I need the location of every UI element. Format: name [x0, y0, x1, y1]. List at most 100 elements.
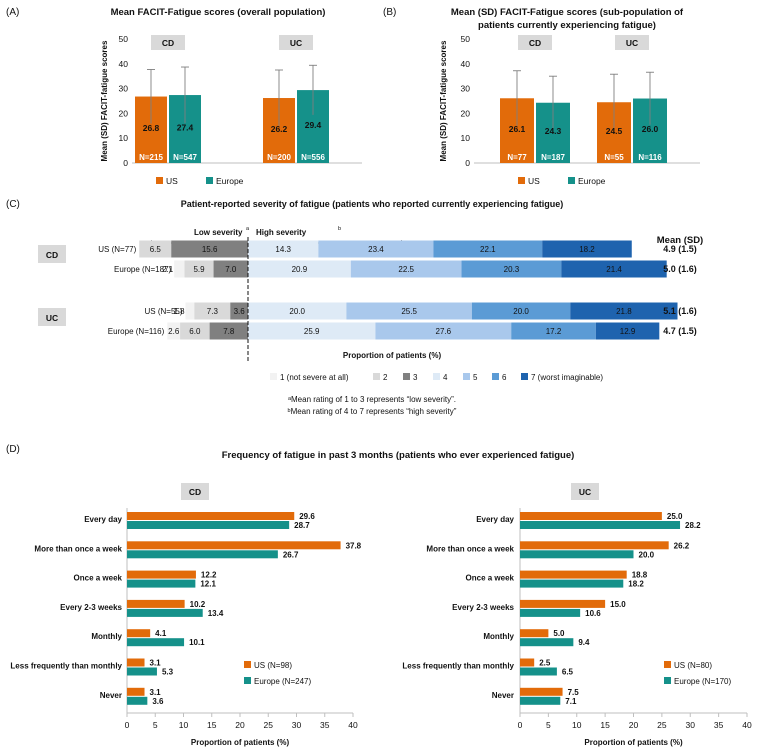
- bar-value-label: 24.5: [606, 126, 623, 136]
- x-axis-title: Proportion of patients (%): [191, 738, 290, 747]
- bar-value-label: 3.6: [152, 697, 164, 706]
- bar-value-label: 6.5: [562, 668, 574, 677]
- bar-europe: [520, 696, 561, 705]
- legend-swatch: [373, 373, 380, 380]
- panel-label: (D): [6, 444, 20, 455]
- bar-value-label: 26.2: [271, 124, 288, 134]
- bar-us: [127, 658, 145, 667]
- high-severity-label: High severity: [256, 228, 307, 237]
- legend-swatch: [244, 661, 251, 668]
- bar-value-label: 3.1: [150, 688, 162, 697]
- bar-n-label: N=116: [638, 153, 662, 162]
- legend-swatch: [521, 373, 528, 380]
- bar-value-label: 24.3: [545, 126, 562, 136]
- segment-value-label: 17.2: [546, 327, 562, 336]
- bar-value-label: 3.1: [150, 659, 162, 668]
- x-tick-label: 35: [714, 720, 724, 730]
- severity-segment-3: [213, 260, 248, 278]
- category-label: Every day: [84, 515, 122, 524]
- legend-label: 5: [473, 373, 478, 382]
- legend-swatch: [664, 661, 671, 668]
- category-label: Every 2-3 weeks: [452, 603, 514, 612]
- y-tick-label: 50: [119, 34, 129, 44]
- row-label: Europe (N=187): [114, 265, 171, 274]
- severity-segment-2: [139, 240, 172, 258]
- segment-value-label: 5.9: [193, 265, 205, 274]
- bar-us: [127, 629, 151, 638]
- severity-segment-5: [346, 302, 472, 320]
- bar-europe: [520, 521, 681, 529]
- bar-us: [520, 570, 627, 579]
- panel-name: UC: [579, 487, 591, 497]
- category-label: Never: [492, 691, 514, 700]
- severity-segment-5: [375, 322, 512, 340]
- severity-segment-1: [185, 302, 195, 320]
- group-label-box: [518, 35, 552, 50]
- bar-us: [520, 541, 669, 550]
- bar-europe: [520, 550, 634, 559]
- bar-value-label: 26.1: [509, 124, 526, 134]
- row-label: US (N=55): [145, 307, 183, 316]
- y-tick-label: 0: [123, 158, 128, 168]
- severity-segment-5: [350, 260, 462, 278]
- bar-value-label: 2.5: [539, 659, 551, 668]
- bar-value-label: 5.0: [553, 629, 565, 638]
- x-tick-label: 20: [629, 720, 639, 730]
- severity-segment-6: [511, 322, 596, 340]
- category-label: Monthly: [91, 632, 122, 641]
- chart-title: Mean FACIT-Fatigue scores (overall popul…: [111, 7, 326, 18]
- x-tick-label: 40: [742, 720, 752, 730]
- severity-segment-6: [461, 260, 562, 278]
- y-tick-label: 40: [461, 59, 471, 69]
- severity-segment-4: [248, 322, 376, 340]
- bar-europe: [127, 638, 185, 647]
- bar-us: [127, 687, 145, 696]
- category-label: Every day: [476, 515, 514, 524]
- x-tick-label: 15: [207, 720, 217, 730]
- severity-segment-5: [318, 240, 434, 258]
- y-tick-label: 0: [465, 158, 470, 168]
- legend-label: Europe (N=170): [674, 677, 731, 686]
- bar-value-label: 25.0: [667, 512, 683, 521]
- segment-value-label: 6.0: [189, 327, 201, 336]
- category-label: More than once a week: [426, 544, 514, 553]
- severity-segment-2: [184, 260, 214, 278]
- x-axis-title: Proportion of patients (%): [343, 351, 442, 360]
- severity-segment-1: [174, 260, 185, 278]
- legend-label: US: [528, 176, 540, 186]
- bar-europe: [127, 667, 157, 676]
- legend-label: 4: [443, 373, 448, 382]
- bar-value-label: 12.2: [201, 571, 217, 580]
- legend-swatch: [568, 177, 575, 184]
- category-label: Never: [100, 691, 122, 700]
- panel-label-box: [181, 483, 209, 500]
- y-axis-title: Mean (SD) FACIT-fatigue scores: [100, 40, 109, 161]
- y-tick-label: 30: [119, 84, 129, 94]
- row-label: Europe (N=116): [108, 327, 165, 336]
- legend-label: Europe: [216, 176, 244, 186]
- bar-us: [127, 599, 185, 608]
- group-label: UC: [626, 38, 638, 48]
- panel-label: (A): [6, 7, 19, 18]
- group-label: CD: [529, 38, 541, 48]
- bar-value-label: 4.1: [155, 629, 167, 638]
- category-label: Less frequently than monthly: [402, 662, 514, 671]
- x-tick-label: 15: [600, 720, 610, 730]
- bar-europe: [127, 579, 196, 588]
- category-label: Once a week: [466, 574, 515, 583]
- x-tick-label: 10: [572, 720, 582, 730]
- legend-label: US (N=98): [254, 661, 292, 670]
- legend-swatch: [156, 177, 163, 184]
- segment-value-label: 22.5: [398, 265, 414, 274]
- x-tick-label: 35: [320, 720, 330, 730]
- bar-value-label: 27.4: [177, 122, 194, 132]
- legend-swatch: [518, 177, 525, 184]
- bar-value-label: 26.2: [674, 541, 690, 550]
- bar-value-label: 18.2: [628, 580, 644, 589]
- segment-value-label: 22.1: [480, 245, 496, 254]
- severity-segment-3: [209, 322, 248, 340]
- bar-value-label: 10.6: [585, 609, 601, 618]
- bar-europe: [127, 608, 203, 617]
- legend-swatch: [270, 373, 277, 380]
